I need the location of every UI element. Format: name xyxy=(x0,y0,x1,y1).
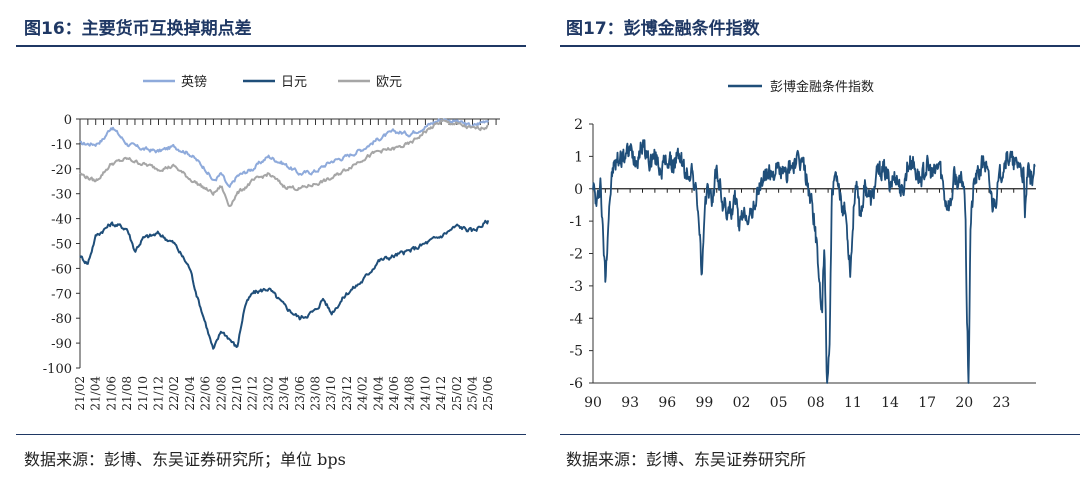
x-tick-label: 23/12 xyxy=(340,376,354,411)
x-tick-label: 96 xyxy=(658,395,676,411)
y-tick-label: -40 xyxy=(51,213,72,228)
y-tick-label: -60 xyxy=(51,262,72,277)
legend-label: 彭博金融条件指数 xyxy=(770,79,874,95)
x-tick-label: 24/04 xyxy=(371,376,385,411)
x-tick-label: 23/10 xyxy=(324,376,338,411)
legend-left: 英镑 日元 欧元 xyxy=(143,74,402,90)
x-tick-label: 11 xyxy=(844,395,862,411)
financial-conditions-chart: 2 1 0 -1 -2 -3 -4 -5 -690 93 96 99 02 05 08 11 14 17 20 23 彭… xyxy=(569,79,1036,411)
x-tick-label: 21/02 xyxy=(73,376,87,411)
x-tick-label: 21/10 xyxy=(136,376,150,411)
y-tick-label: 2 xyxy=(574,117,583,133)
source-note-right: 数据来源：彭博、东吴证券研究所 xyxy=(566,450,807,469)
x-tick-label: 21/06 xyxy=(104,376,118,411)
x-tick-label: 08 xyxy=(807,395,825,411)
x-tick-label: 25/02 xyxy=(450,376,464,411)
x-tick-label: 02 xyxy=(733,395,751,411)
x-tick-label: 05 xyxy=(770,395,788,411)
source-divider-left xyxy=(16,434,526,435)
y-tick-label: -70 xyxy=(51,287,72,302)
x-tick-label: 22/02 xyxy=(167,376,181,411)
x-tick-label: 25/04 xyxy=(466,376,480,411)
y-tick-label: -4 xyxy=(569,311,583,327)
y-tick-label: -6 xyxy=(569,376,583,392)
title-divider-left xyxy=(16,45,526,47)
x-tick-label: 99 xyxy=(695,395,713,411)
title-divider-right xyxy=(560,45,1080,47)
y-tick-label: -20 xyxy=(51,163,72,178)
figure-title-right: 图17：彭博金融条件指数 xyxy=(566,19,760,39)
x-tick-label: 22/06 xyxy=(199,376,213,411)
x-tick-label: 17 xyxy=(918,395,936,411)
y-tick-label: -30 xyxy=(51,188,72,203)
x-tick-label: 14 xyxy=(881,395,899,411)
series-line-jpy xyxy=(79,219,490,350)
figure-title-left: 图16：主要货币互换掉期点差 xyxy=(24,19,252,39)
x-tick-label: 23/06 xyxy=(293,376,307,411)
series-line-eur xyxy=(79,119,489,208)
y-tick-label: 1 xyxy=(574,149,583,165)
y-tick-label: -3 xyxy=(569,279,583,295)
x-tick-label: 23 xyxy=(992,395,1010,411)
y-tick-label: -5 xyxy=(569,344,583,360)
legend-label: 日元 xyxy=(281,75,307,90)
y-tick-label: 0 xyxy=(574,182,583,198)
series-line-fci xyxy=(592,139,1036,384)
x-tick-label: 90 xyxy=(584,395,602,411)
series-line-gbp xyxy=(79,118,490,188)
legend-label: 英镑 xyxy=(181,74,207,90)
y-tick-label: -100 xyxy=(43,362,72,377)
right-figure: 图17：彭博金融条件指数 2 1 0 -1 -2 -3 -4 -5 -6 90 93 96 99 02 05… xyxy=(550,0,1080,481)
x-tick-label: 93 xyxy=(621,395,639,411)
y-tick-label: -80 xyxy=(51,312,72,327)
y-tick-label: -1 xyxy=(569,214,583,230)
legend-label: 欧元 xyxy=(376,75,402,90)
x-tick-label: 21/04 xyxy=(89,376,103,411)
y-tick-label: -50 xyxy=(51,238,72,253)
source-note-left: 数据来源：彭博、东吴证券研究所；单位 bps xyxy=(24,450,346,469)
left-figure: 图16：主要货币互换掉期点差 0 -10 -20 -30 -40 -50 -60 -70 -80… xyxy=(0,0,526,481)
x-tick-label: 23/02 xyxy=(261,376,275,411)
x-tick-label: 22/04 xyxy=(183,376,197,411)
x-tick-label: 20 xyxy=(955,395,973,411)
x-tick-label: 21/12 xyxy=(152,376,166,411)
x-tick-label: 24/02 xyxy=(356,376,370,411)
x-tick-label: 24/06 xyxy=(387,376,401,411)
x-tick-label: 22/08 xyxy=(214,376,228,411)
x-tick-label: 24/12 xyxy=(434,376,448,411)
x-tick-label: 22/12 xyxy=(246,376,260,411)
x-tick-label: 24/10 xyxy=(418,376,432,411)
x-tick-label: 21/08 xyxy=(120,376,134,411)
x-tick-label: 25/06 xyxy=(481,376,495,411)
x-tick-label: 22/10 xyxy=(230,376,244,411)
legend-right: 彭博金融条件指数 xyxy=(728,79,874,95)
source-divider-right xyxy=(560,434,1080,435)
y-tick-label: -90 xyxy=(51,337,72,352)
x-tick-label: 23/08 xyxy=(309,376,323,411)
x-tick-label: 24/08 xyxy=(403,376,417,411)
y-tick-label: 0 xyxy=(64,113,72,128)
y-tick-label: -2 xyxy=(569,247,583,263)
y-tick-label: -10 xyxy=(51,138,72,153)
x-tick-label: 23/04 xyxy=(277,376,291,411)
